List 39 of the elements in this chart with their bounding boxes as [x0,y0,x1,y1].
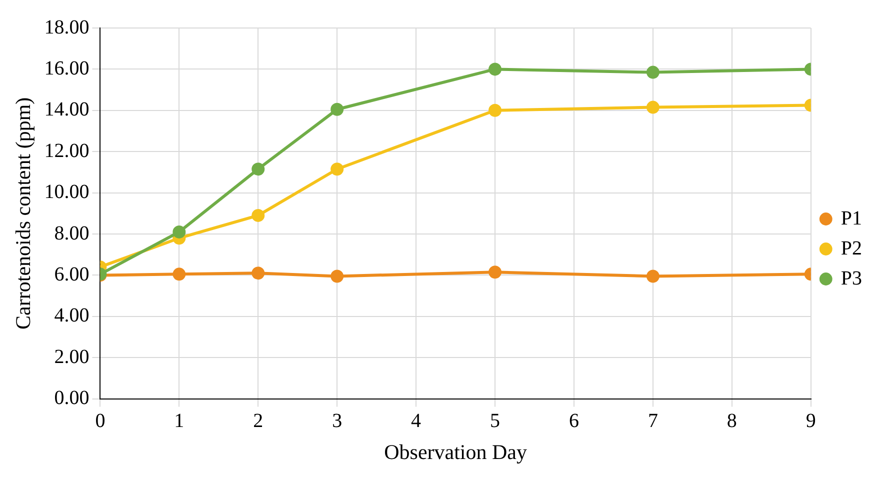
point [488,266,502,279]
x-tick-label: 7 [648,410,658,432]
y-axis-title: Carrotenoids content (ppm) [11,97,36,330]
point [646,66,660,79]
y-tick-label: 16.00 [44,57,90,80]
point [172,268,186,281]
point [252,208,265,222]
point [330,102,344,116]
point [172,225,186,238]
y-tick-label: 14.00 [44,98,90,121]
point [330,162,344,176]
point [488,62,502,76]
legend-label: P1 [840,207,862,230]
y-tick-label: 4.00 [54,304,90,327]
point [646,100,660,114]
legend-label: P3 [840,267,862,290]
x-tick-label: 3 [332,410,342,432]
x-axis-title: Observation Day [384,440,528,464]
x-tick-label: 9 [806,410,816,432]
y-tick-label: 18.00 [44,16,90,38]
x-tick-label: 0 [95,410,106,432]
x-tick-label: 8 [726,410,737,432]
point [252,162,265,176]
y-tick-label: 6.00 [54,263,90,286]
y-tick-label: 0.00 [54,387,90,410]
y-tick-label: 8.00 [54,222,90,244]
x-tick-label: 4 [411,410,422,432]
x-tick-label: 2 [253,410,264,432]
point [646,270,660,283]
point [330,270,344,283]
x-tick-label: 5 [490,410,500,432]
point [252,266,265,280]
legend-label: P2 [840,237,862,260]
point [488,104,502,117]
x-tick-label: 6 [568,410,579,432]
y-tick-label: 12.00 [44,140,90,162]
y-tick-label: 10.00 [44,181,90,204]
x-tick-label: 1 [174,410,184,432]
y-tick-label: 2.00 [54,346,90,368]
